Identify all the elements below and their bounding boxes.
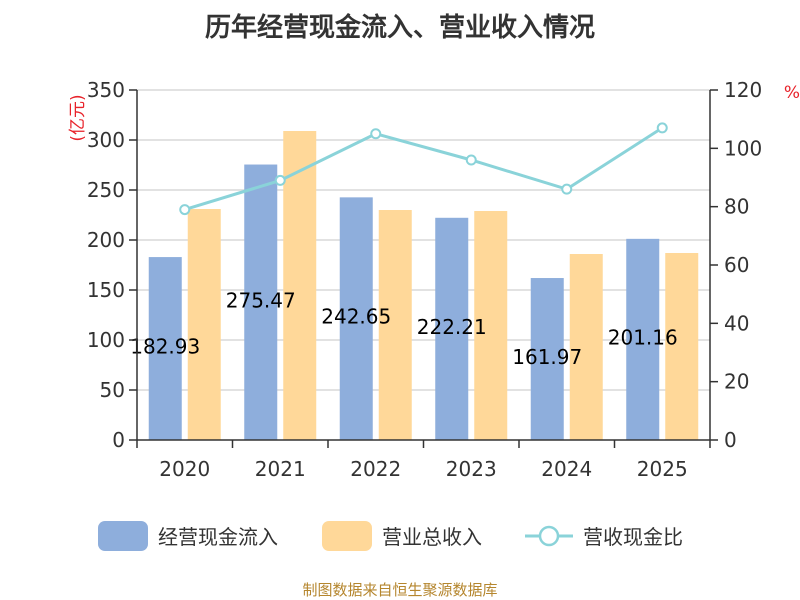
gridlines [137,89,710,391]
source-note: 制图数据来自恒生聚源数据库 [302,581,497,599]
bar-cash-inflow [148,257,182,440]
bar-revenue [283,131,317,440]
data-label: 182.93 [130,335,200,359]
right-tick-label: 100 [724,136,762,160]
ratio-point [179,204,191,216]
bar-revenue [474,211,508,440]
ratio-point [370,128,382,140]
left-tick-label: 300 [87,128,125,152]
ratio-line [179,122,668,216]
legend-label: 经营现金流入 [158,525,278,549]
bars [148,131,699,440]
left-tick-label: 250 [87,178,125,202]
right-tick-label: 120 [724,78,762,102]
bar-cash-inflow [626,238,660,440]
data-label: 275.47 [226,288,296,312]
legend-marker [538,525,560,547]
right-tick-label: 0 [724,428,737,452]
x-tick-label: 2020 [159,457,210,481]
left-axis-unit: (亿元) [68,94,88,141]
ratio-point [274,174,286,186]
bar-revenue [187,209,221,440]
left-tick-label: 100 [87,328,125,352]
data-label: 222.21 [417,315,487,339]
right-tick-label: 80 [724,195,749,219]
right-axis-unit: % [784,83,800,103]
ratio-line-path [184,126,664,212]
bar-cash-inflow [530,278,564,440]
right-tick-label: 20 [724,370,749,394]
right-tick-label: 60 [724,253,749,277]
bar-revenue [665,253,699,440]
left-tick-label: 350 [87,78,125,102]
left-tick-label: 50 [100,378,125,402]
bar-cash-inflow [244,164,278,440]
data-labels: 182.93 275.47 242.65 222.21 161.97 201.16 [130,288,677,369]
data-label: 201.16 [608,325,678,349]
bar-cash-inflow [435,217,469,440]
x-tick-label: 2023 [446,457,497,481]
x-tick-label: 2025 [637,457,688,481]
right-tick-label: 40 [724,311,749,335]
left-tick-label: 150 [87,278,125,302]
bar-cash-inflow [339,197,373,440]
left-tick-label: 200 [87,228,125,252]
data-label: 242.65 [321,305,391,329]
x-tick-label: 2024 [541,457,592,481]
bar-revenue [569,254,603,440]
legend-swatch [322,521,372,551]
chart-title: 历年经营现金流入、营业收入情况 [205,12,595,43]
ratio-point [561,183,573,195]
x-tick-label: 2022 [350,457,401,481]
legend-label: 营收现金比 [583,525,683,549]
legend: 经营现金流入 营业总收入 营收现金比 [98,521,683,551]
bar-revenue [378,210,412,440]
ratio-point [656,122,668,134]
legend-label: 营业总收入 [382,525,482,549]
legend-swatch [98,521,148,551]
axes: 0 50 100 150 200 250 300 350 0 20 40 60 80 100 120 2020… [87,78,762,481]
ratio-point [465,154,477,166]
data-label: 161.97 [512,345,582,369]
x-tick-label: 2021 [255,457,306,481]
left-tick-label: 0 [112,428,125,452]
